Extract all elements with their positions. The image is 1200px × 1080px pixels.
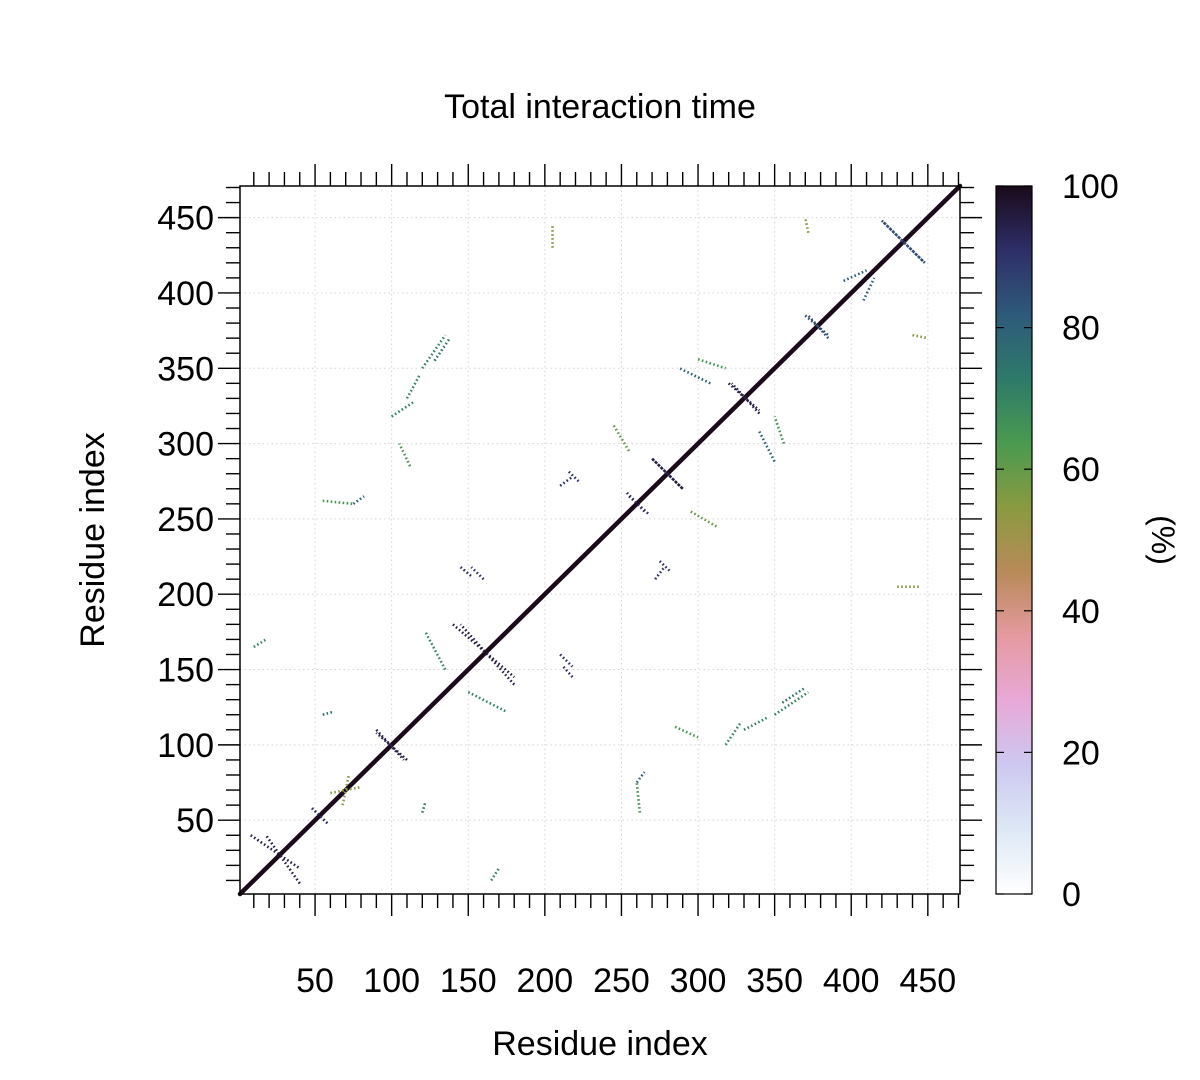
- contact-feature-29: [912, 333, 929, 340]
- y-tick-label: 100: [157, 727, 214, 765]
- contact-feature-7-mirror: [424, 631, 447, 671]
- contact-feature-10: [658, 560, 672, 573]
- contact-feature-19: [743, 716, 768, 731]
- x-tick-label: 200: [516, 962, 573, 1000]
- contact-feature-0: [249, 834, 301, 870]
- contact-feature-22: [635, 771, 646, 784]
- x-tick-label: 250: [593, 962, 650, 1000]
- contact-feature-24: [322, 710, 334, 716]
- contact-feature-6-mirror: [470, 566, 485, 581]
- contact-feature-22-mirror: [352, 495, 365, 505]
- contact-feature-21-mirror: [862, 277, 876, 302]
- contact-feature-6: [559, 653, 574, 668]
- contact-feature-2-mirror: [341, 774, 351, 806]
- x-tick-label: 100: [363, 962, 420, 1000]
- contact-feature-18-mirror: [398, 443, 412, 467]
- x-axis-label: Residue index: [492, 1025, 707, 1063]
- x-tick-label: 300: [670, 962, 727, 1000]
- contact-feature-16-mirror: [724, 721, 743, 746]
- contact-feature-25: [322, 499, 354, 506]
- contact-feature-11: [727, 382, 761, 412]
- y-tick-label: 400: [157, 275, 214, 313]
- y-tick-label: 350: [157, 350, 214, 388]
- contact-feature-23-mirror: [253, 638, 267, 649]
- plot-area-frame: [239, 185, 961, 895]
- contact-feature-13-mirror: [807, 314, 830, 340]
- contact-feature-5: [459, 566, 473, 578]
- contact-feature-26-mirror: [689, 510, 718, 528]
- contact-feature-12-mirror: [679, 367, 711, 385]
- y-axis-label: Residue index: [74, 432, 112, 647]
- contact-feature-26: [612, 424, 631, 452]
- contact-feature-4-mirror: [459, 623, 516, 686]
- contact-feature-18: [674, 725, 699, 739]
- x-tick-label: 350: [746, 962, 803, 1000]
- contact-feature-15-mirror: [773, 691, 810, 716]
- x-tick-label: 150: [440, 962, 497, 1000]
- contact-feature-12: [758, 430, 776, 463]
- y-tick-label: 300: [157, 426, 214, 464]
- diagonal-contact: [237, 183, 963, 897]
- contact-feature-10-mirror: [566, 469, 580, 483]
- contact-feature-27-mirror: [773, 416, 786, 445]
- colorbar-tick-label: 20: [1062, 734, 1100, 772]
- contact-feature-11-mirror: [730, 382, 761, 415]
- contact-feature-0-mirror: [264, 834, 301, 885]
- contact-feature-8-mirror: [625, 490, 646, 513]
- contact-feature-5-mirror: [562, 665, 574, 678]
- contact-feature-20: [781, 686, 806, 704]
- contact-feature-19-mirror: [405, 375, 421, 400]
- contact-feature-17-mirror: [654, 566, 666, 580]
- colorbar-tick-label: 40: [1062, 593, 1100, 631]
- grid-lines: [240, 186, 960, 894]
- contact-feature-15: [421, 334, 447, 370]
- contact-feature-2: [330, 785, 362, 795]
- colorbar: [995, 185, 1033, 895]
- contact-feature-21: [843, 269, 868, 283]
- y-tick-label: 450: [157, 200, 214, 238]
- heatmap-cells: [237, 183, 963, 897]
- contact-feature-7: [467, 690, 508, 713]
- x-tick-label: 50: [296, 962, 334, 1000]
- axis-ticks: 50 100 150 200 250 300 350 400 450 50 100 150 200 250…: [157, 164, 982, 1000]
- y-tick-label: 150: [157, 652, 214, 690]
- contact-feature-20-mirror: [433, 337, 451, 362]
- contact-feature-24-mirror: [421, 801, 427, 814]
- colorbar-tick-label: 60: [1062, 451, 1100, 489]
- y-tick-label: 200: [157, 576, 214, 614]
- contact-feature-27: [697, 357, 727, 370]
- colorbar-ticks: 0 20 40 60 80 100: [996, 168, 1119, 914]
- contact-feature-4: [452, 623, 516, 679]
- colorbar-label: (%): [1145, 515, 1181, 565]
- contact-feature-3-mirror: [375, 731, 408, 761]
- contact-feature-9-mirror: [651, 457, 684, 490]
- colorbar-tick-label: 80: [1062, 310, 1100, 348]
- chart-title: Total interaction time: [444, 88, 756, 126]
- contact-feature-29-mirror: [804, 217, 810, 233]
- contact-feature-23: [490, 867, 500, 882]
- x-tick-label: 400: [823, 962, 880, 1000]
- colorbar-tick-label: 100: [1062, 168, 1119, 206]
- colorbar-tick-label: 0: [1062, 876, 1081, 914]
- contact-feature-3: [375, 728, 405, 761]
- x-tick-label: 450: [899, 962, 956, 1000]
- contact-feature-17: [559, 475, 574, 487]
- y-tick-label: 250: [157, 501, 214, 539]
- contact-feature-25-mirror: [635, 782, 642, 813]
- contact-feature-13: [804, 314, 830, 337]
- y-tick-label: 50: [176, 802, 214, 840]
- contact-feature-16: [390, 400, 416, 418]
